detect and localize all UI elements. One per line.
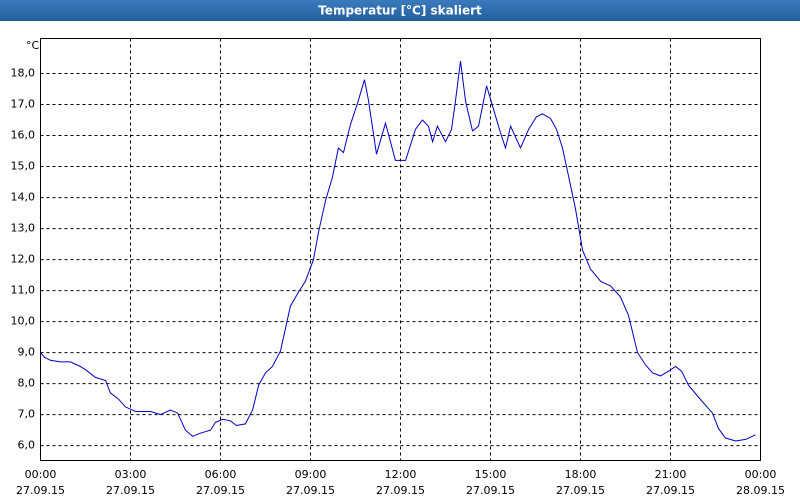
y-tick-label: 15,0	[11, 160, 36, 173]
x-tick-date: 27.09.15	[556, 484, 605, 497]
x-tick-date: 27.09.15	[16, 484, 65, 497]
x-tick-date: 27.09.15	[646, 484, 695, 497]
y-tick-label: 16,0	[11, 129, 36, 142]
title-bar	[0, 0, 800, 21]
y-tick-label: 8,0	[18, 377, 36, 390]
x-tick-date: 27.09.15	[376, 484, 425, 497]
x-tick-label: 00:00	[745, 468, 777, 481]
y-tick-label: 9,0	[18, 346, 36, 359]
y-tick-label: 10,0	[11, 315, 36, 328]
y-tick-label: 13,0	[11, 222, 36, 235]
y-unit: °C	[26, 39, 40, 52]
x-tick-label: 09:00	[295, 468, 327, 481]
x-tick-label: 21:00	[655, 468, 687, 481]
y-tick-label: 14,0	[11, 191, 36, 204]
x-tick-label: 00:00	[25, 468, 57, 481]
x-tick-label: 12:00	[385, 468, 417, 481]
y-tick-label: 17,0	[11, 98, 36, 111]
data-line	[40, 61, 756, 442]
x-tick-date: 27.09.15	[286, 484, 335, 497]
x-tick-label: 15:00	[475, 468, 507, 481]
y-tick-label: 11,0	[11, 284, 36, 297]
y-tick-label: 6,0	[18, 439, 36, 452]
y-tick-label: 7,0	[18, 408, 36, 421]
x-tick-label: 03:00	[115, 468, 147, 481]
x-tick-label: 18:00	[565, 468, 597, 481]
y-tick-label: 18,0	[11, 67, 36, 80]
x-tick-label: 06:00	[205, 468, 237, 481]
y-tick-label: 12,0	[11, 253, 36, 266]
x-tick-date: 27.09.15	[106, 484, 155, 497]
x-tick-date: 27.09.15	[196, 484, 245, 497]
chart-title: Temperatur [°C] skaliert	[318, 4, 482, 18]
x-tick-date: 28.09.15	[736, 484, 785, 497]
x-tick-date: 27.09.15	[466, 484, 515, 497]
